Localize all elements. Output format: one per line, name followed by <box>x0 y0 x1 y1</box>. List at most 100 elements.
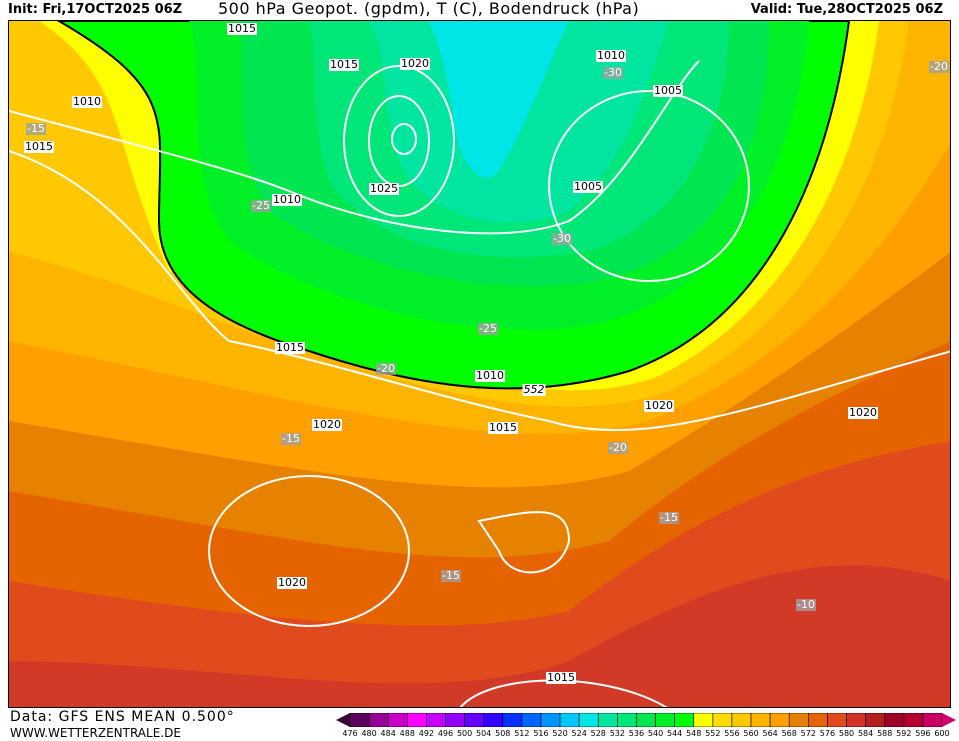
band-528 <box>429 21 569 178</box>
temperature-label: -15 <box>26 122 46 135</box>
temperature-label: -30 <box>552 232 572 245</box>
isobar-label: 1020 <box>312 418 342 431</box>
legend-swatch <box>884 713 905 727</box>
legend-swatch <box>769 713 790 727</box>
legend-swatch <box>368 713 389 727</box>
legend-tick: 600 <box>934 729 950 738</box>
temperature-label: -15 <box>281 432 301 445</box>
legend-tick: 568 <box>781 729 797 738</box>
legend-swatch <box>426 713 446 727</box>
legend-swatch <box>903 713 924 727</box>
isobar-label: 1010 <box>596 49 626 62</box>
legend-swatch <box>559 713 580 727</box>
geopotential-field <box>9 21 950 707</box>
legend-arrow-low <box>336 713 350 727</box>
legend-swatch <box>540 713 561 727</box>
isobar-label: 1005 <box>573 180 603 193</box>
legend-swatch <box>693 713 714 727</box>
legend-swatch <box>349 713 370 727</box>
legend-tick: 564 <box>762 729 778 738</box>
legend-swatch <box>674 713 695 727</box>
legend-tick: 576 <box>819 729 836 738</box>
legend-swatch <box>387 713 408 727</box>
legend-swatch <box>483 713 504 727</box>
color-legend <box>336 713 956 727</box>
isobar-label: 1025 <box>369 182 399 195</box>
legend-swatch <box>731 713 752 727</box>
temperature-label: -15 <box>441 569 461 582</box>
geopotential-label: 552 <box>522 383 546 396</box>
isobar-label: 1015 <box>227 22 257 35</box>
legend-tick: 488 <box>399 729 415 738</box>
legend-swatch <box>597 713 618 727</box>
legend-tick: 504 <box>476 729 492 738</box>
legend-swatch <box>827 713 847 727</box>
legend-swatch <box>788 713 809 727</box>
legend-swatch <box>445 713 465 727</box>
temperature-label: -25 <box>251 199 271 212</box>
legend-swatch <box>808 713 828 727</box>
valid-time: Valid: Tue,28OCT2025 06Z <box>750 2 943 17</box>
color-legend-ticks: 476 480 484 488 492 496 500 504 508 512 516 520 524 5… <box>336 729 956 741</box>
legend-tick: 584 <box>857 729 874 738</box>
legend-tick: 540 <box>647 729 664 738</box>
isobar-label: 1020 <box>400 57 430 70</box>
legend-swatch <box>922 713 943 727</box>
legend-swatch <box>464 713 484 727</box>
temperature-label: -20 <box>376 362 396 375</box>
legend-arrow-high <box>942 713 956 727</box>
legend-tick: 556 <box>724 729 740 738</box>
data-source: Data: GFS ENS MEAN 0.500° <box>10 709 235 725</box>
legend-tick: 596 <box>915 729 931 738</box>
legend-tick: 544 <box>667 729 683 738</box>
legend-tick: 492 <box>418 729 435 738</box>
header: Init: Fri,17OCT2025 06Z 500 hPa Geopot. … <box>0 0 959 20</box>
isobar-label: 1015 <box>24 140 54 153</box>
legend-tick: 560 <box>743 729 759 738</box>
legend-swatch <box>712 713 733 727</box>
legend-tick: 516 <box>533 729 549 738</box>
temperature-label: -10 <box>796 598 816 611</box>
legend-tick: 592 <box>896 729 912 738</box>
legend-tick: 508 <box>495 729 511 738</box>
isobar-label: 1015 <box>546 671 576 684</box>
legend-tick: 524 <box>571 729 587 738</box>
isobar-label: 1020 <box>644 399 674 412</box>
isobar-label: 1020 <box>848 406 878 419</box>
isobar-label: 1015 <box>329 58 359 71</box>
legend-swatch <box>578 713 599 727</box>
init-time: Init: Fri,17OCT2025 06Z <box>8 2 183 17</box>
temperature-label: -20 <box>608 441 628 454</box>
isobar-label: 1010 <box>72 95 102 108</box>
isobar-label: 1005 <box>653 84 683 97</box>
map-title: 500 hPa Geopot. (gpdm), T (C), Bodendruc… <box>218 0 640 18</box>
isobars <box>9 60 950 707</box>
isobar-label: 1010 <box>475 369 505 382</box>
website: WWW.WETTERZENTRALE.DE <box>10 726 181 740</box>
legend-swatch <box>865 713 886 727</box>
legend-tick: 500 <box>456 729 473 738</box>
isobar-label: 1010 <box>272 193 302 206</box>
legend-swatch <box>655 713 675 727</box>
legend-tick: 512 <box>514 729 530 738</box>
legend-swatch <box>846 713 866 727</box>
legend-tick: 528 <box>590 729 606 738</box>
legend-swatch <box>521 713 542 727</box>
legend-tick: 552 <box>705 729 721 738</box>
legend-swatch <box>750 713 771 727</box>
temperature-label: -15 <box>659 511 679 524</box>
legend-swatch <box>502 713 523 727</box>
legend-tick: 536 <box>628 729 645 738</box>
legend-tick: 496 <box>437 729 454 738</box>
legend-tick: 548 <box>686 729 702 738</box>
legend-swatch <box>636 713 656 727</box>
weather-map: 1015 1010 1015 1015 1020 1025 1010 1010 … <box>8 20 951 708</box>
isobar-label: 1020 <box>277 576 307 589</box>
legend-tick: 484 <box>380 729 396 738</box>
temperature-label: -30 <box>603 66 623 79</box>
legend-swatch <box>406 713 427 727</box>
temperature-label: -20 <box>929 60 949 73</box>
legend-tick: 572 <box>800 729 816 738</box>
legend-tick: 580 <box>838 729 855 738</box>
isobar-label: 1015 <box>275 341 305 354</box>
